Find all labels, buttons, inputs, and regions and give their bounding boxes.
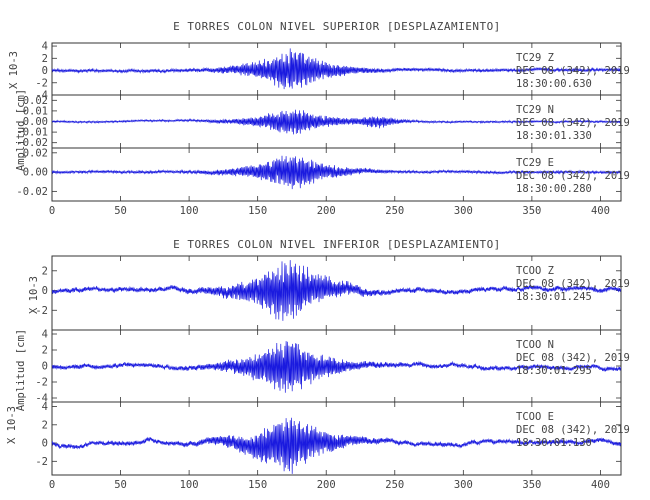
trace-TC29-E	[51, 155, 622, 190]
bottom-title: E TORRES COLON NIVEL INFERIOR [DESPLAZAM…	[173, 238, 501, 251]
date-label: DEC 08 (342), 2019	[516, 352, 630, 364]
x-tick-label: 150	[248, 205, 267, 217]
trace-TCOO-N	[51, 341, 622, 393]
y-tick-label: 4	[42, 401, 48, 413]
x-tick-label: 0	[49, 479, 55, 491]
y-tick-label: 0	[42, 285, 48, 297]
y-tick-label: 0	[42, 65, 48, 77]
time-label: 18:30:00.280	[516, 183, 592, 195]
x-tick-label: 250	[385, 479, 404, 491]
panel-top-2: 0.02 0.00 -0.020 50 100 150 200 250 300 350 400 TC2…	[16, 147, 629, 217]
y-tick-label: -2	[35, 77, 48, 89]
y-tick-label: 4	[42, 41, 48, 53]
time-label: 18:30:01.330	[516, 130, 592, 142]
x-tick-label: 400	[591, 479, 610, 491]
x-tick-label: 300	[454, 479, 473, 491]
y-tick-label: -0.02	[16, 137, 48, 149]
panel-frame	[51, 147, 622, 202]
y-tick-label: 0.02	[23, 95, 48, 107]
y-tick-label: 2	[42, 345, 48, 357]
y-tick-label: 0.00	[23, 167, 48, 179]
x-tick-label: 100	[180, 205, 199, 217]
station-label: TCOO E	[516, 411, 554, 423]
y-tick-label: 0	[42, 361, 48, 373]
date-label: DEC 08 (342), 2019	[516, 65, 630, 77]
y-tick-label: 0.00	[23, 116, 48, 128]
date-label: DEC 08 (342), 2019	[516, 117, 630, 129]
y-tick-label: 0	[42, 438, 48, 450]
x-tick-label: 250	[385, 205, 404, 217]
x-tick-label: 0	[49, 205, 55, 217]
station-label: TCOO N	[516, 339, 554, 351]
x-tick-label: 50	[114, 479, 127, 491]
x-tick-label: 350	[522, 479, 541, 491]
station-label: TC29 N	[516, 104, 554, 116]
y-tick-label: -4	[35, 90, 48, 102]
panel-frame	[51, 401, 622, 476]
y-tick-label: -2	[35, 305, 48, 317]
top-ylabel: Amplitud [cm]	[15, 89, 27, 171]
top-title: E TORRES COLON NIVEL SUPERIOR [DESPLAZAM…	[173, 20, 501, 33]
trace-TC29-N	[52, 109, 622, 135]
x-tick-label: 400	[591, 205, 610, 217]
time-label: 18:30:01.245	[516, 291, 592, 303]
date-label: DEC 08 (342), 2019	[516, 170, 630, 182]
x-tick-label: 300	[454, 205, 473, 217]
x-tick-label: 200	[317, 205, 336, 217]
station-label: TC29 E	[516, 157, 554, 169]
x-tick-label: 350	[522, 205, 541, 217]
date-label: DEC 08 (342), 2019	[516, 424, 630, 436]
trace-TCOO-Z	[51, 260, 622, 321]
x-tick-label: 200	[317, 479, 336, 491]
y-tick-label: -2	[35, 377, 48, 389]
bottom-multiplier-2: X 10-3	[6, 406, 18, 444]
y-tick-label: 2	[42, 419, 48, 431]
trace-TCOO-E	[51, 417, 622, 474]
x-tick-label: 100	[180, 479, 199, 491]
date-label: DEC 08 (342), 2019	[516, 278, 630, 290]
station-label: TCOO Z	[516, 265, 554, 277]
bottom-multiplier-1: X 10-3	[28, 276, 40, 314]
top-multiplier: X 10-3	[8, 51, 20, 89]
time-label: 18:30:00.630	[516, 78, 592, 90]
y-tick-label: 2	[42, 265, 48, 277]
y-tick-label: -4	[35, 393, 48, 405]
y-tick-label: -0.02	[16, 186, 48, 198]
y-tick-label: -0.01	[16, 127, 48, 139]
time-label: 18:30:01.130	[516, 437, 592, 449]
time-label: 18:30:01.295	[516, 365, 592, 377]
y-tick-label: 0.01	[23, 105, 48, 117]
x-tick-label: 50	[114, 205, 127, 217]
y-tick-label: 4	[42, 329, 48, 341]
y-tick-label: -2	[35, 456, 48, 468]
x-tick-label: 150	[248, 479, 267, 491]
y-tick-label: 2	[42, 53, 48, 65]
y-tick-label: 0.02	[23, 147, 48, 159]
trace-TC29-Z	[51, 48, 622, 90]
bottom-ylabel: Amplitud [cm]	[15, 329, 27, 411]
station-label: TC29 Z	[516, 52, 554, 64]
